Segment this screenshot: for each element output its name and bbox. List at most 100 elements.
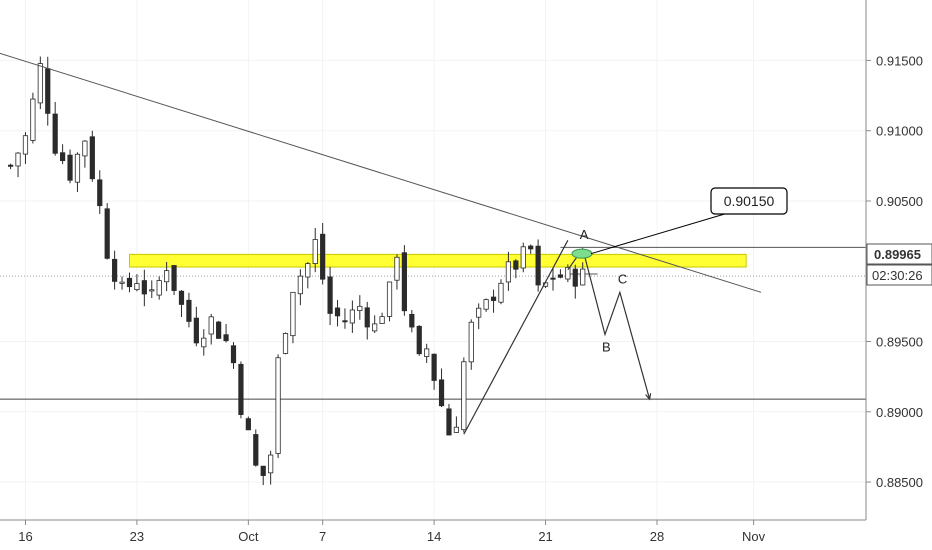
candle-body bbox=[141, 280, 147, 295]
candle-body bbox=[60, 152, 66, 162]
candle-body bbox=[112, 258, 118, 282]
current-price-tag bbox=[866, 243, 932, 265]
candle-body bbox=[208, 316, 214, 335]
candle-body bbox=[119, 281, 125, 284]
candle-body bbox=[89, 136, 95, 180]
resistance-zone bbox=[128, 253, 747, 268]
candle-body bbox=[268, 454, 274, 474]
countdown-label: 02:30:26 bbox=[872, 268, 923, 283]
candle-body bbox=[171, 265, 177, 291]
time-tick-label: 16 bbox=[18, 529, 32, 544]
candle-body bbox=[550, 277, 556, 280]
descending-trendline bbox=[0, 52, 762, 293]
candle-body bbox=[134, 283, 140, 291]
candle-body bbox=[297, 275, 303, 295]
price-tags: 0.89965 02:30:26 bbox=[866, 243, 932, 286]
candle-body bbox=[320, 233, 326, 280]
candle-body bbox=[528, 245, 534, 250]
candle-body bbox=[164, 270, 170, 283]
candle-body bbox=[461, 361, 467, 431]
candle-body bbox=[126, 277, 133, 288]
candle-body bbox=[342, 320, 348, 323]
price-tick-label: 0.90500 bbox=[876, 194, 923, 209]
candle-body bbox=[223, 334, 229, 342]
candle-body bbox=[282, 333, 289, 354]
candle-body bbox=[565, 267, 571, 280]
candle-body bbox=[483, 299, 489, 310]
candle-body bbox=[394, 256, 400, 281]
resistance-zone-rect bbox=[128, 253, 747, 268]
candle-body bbox=[520, 246, 526, 269]
candle-body bbox=[45, 68, 51, 114]
candle-body bbox=[364, 307, 370, 328]
time-tick-label: 28 bbox=[650, 529, 664, 544]
candle-body bbox=[431, 353, 437, 381]
candle-body bbox=[230, 345, 237, 364]
candle-body bbox=[505, 261, 512, 283]
countdown-tag bbox=[866, 264, 932, 286]
candle-body bbox=[572, 268, 578, 287]
current-price-label: 0.89965 bbox=[874, 247, 921, 262]
candle-body bbox=[468, 321, 474, 363]
drawn-lines bbox=[0, 52, 762, 435]
price-tick-label: 0.89000 bbox=[876, 405, 923, 420]
price-tick-label: 0.91500 bbox=[876, 53, 923, 68]
price-tick-label: 0.91000 bbox=[876, 124, 923, 139]
candle-body bbox=[327, 276, 333, 314]
candle-body bbox=[580, 268, 586, 286]
candle-body bbox=[15, 152, 21, 167]
candle-body bbox=[104, 208, 110, 259]
candle-body bbox=[245, 418, 251, 431]
wave-label-c: C bbox=[618, 271, 627, 286]
candle-body bbox=[74, 153, 81, 183]
candle-body bbox=[490, 296, 497, 301]
candle-body bbox=[186, 299, 192, 322]
candle-body bbox=[357, 305, 363, 312]
rising-trendline bbox=[463, 240, 569, 435]
candle-body bbox=[178, 290, 185, 305]
candle-body bbox=[97, 179, 103, 207]
price-callout-box bbox=[710, 187, 788, 215]
time-axis[interactable]: 16 23 Oct 7 14 21 28 Nov bbox=[0, 519, 932, 550]
candle-body bbox=[52, 113, 58, 154]
candle-body bbox=[557, 274, 564, 278]
candle-body bbox=[401, 252, 407, 312]
candle-body bbox=[424, 348, 430, 357]
candle-body bbox=[438, 379, 445, 407]
candle-body bbox=[453, 426, 460, 433]
time-tick-label: 21 bbox=[538, 529, 552, 544]
candle-body bbox=[349, 309, 355, 324]
callout-pointer bbox=[590, 212, 729, 255]
time-tick-label: Oct bbox=[238, 529, 259, 544]
projection-path bbox=[567, 247, 651, 400]
candle-body bbox=[216, 321, 222, 339]
time-tick-label: 7 bbox=[319, 529, 326, 544]
candle-body bbox=[409, 313, 415, 328]
target-ellipse bbox=[571, 248, 593, 259]
candle-body bbox=[253, 434, 259, 466]
price-tick-label: 0.89500 bbox=[876, 335, 923, 350]
candle-body bbox=[30, 98, 36, 141]
time-tick-label: 14 bbox=[427, 529, 441, 544]
candles bbox=[7, 56, 586, 486]
wave-label-a: A bbox=[580, 227, 589, 242]
candle-body bbox=[201, 337, 207, 348]
candle-body bbox=[416, 325, 422, 355]
candle-body bbox=[386, 281, 393, 317]
candle-body bbox=[498, 282, 504, 303]
wave-label-b: B bbox=[602, 339, 611, 354]
price-tick-label: 0.88500 bbox=[876, 475, 923, 490]
candle-body bbox=[82, 140, 88, 157]
candle-body bbox=[535, 245, 541, 286]
candle-body bbox=[312, 239, 318, 264]
candle-body bbox=[379, 316, 385, 324]
candle-body bbox=[513, 260, 519, 270]
candle-body bbox=[334, 307, 341, 317]
candle-body bbox=[193, 317, 199, 344]
candle-body bbox=[305, 263, 311, 278]
candle-body bbox=[290, 291, 296, 337]
candle-body bbox=[156, 280, 162, 296]
candle-body bbox=[476, 307, 482, 318]
projection-arrowhead bbox=[645, 393, 652, 401]
